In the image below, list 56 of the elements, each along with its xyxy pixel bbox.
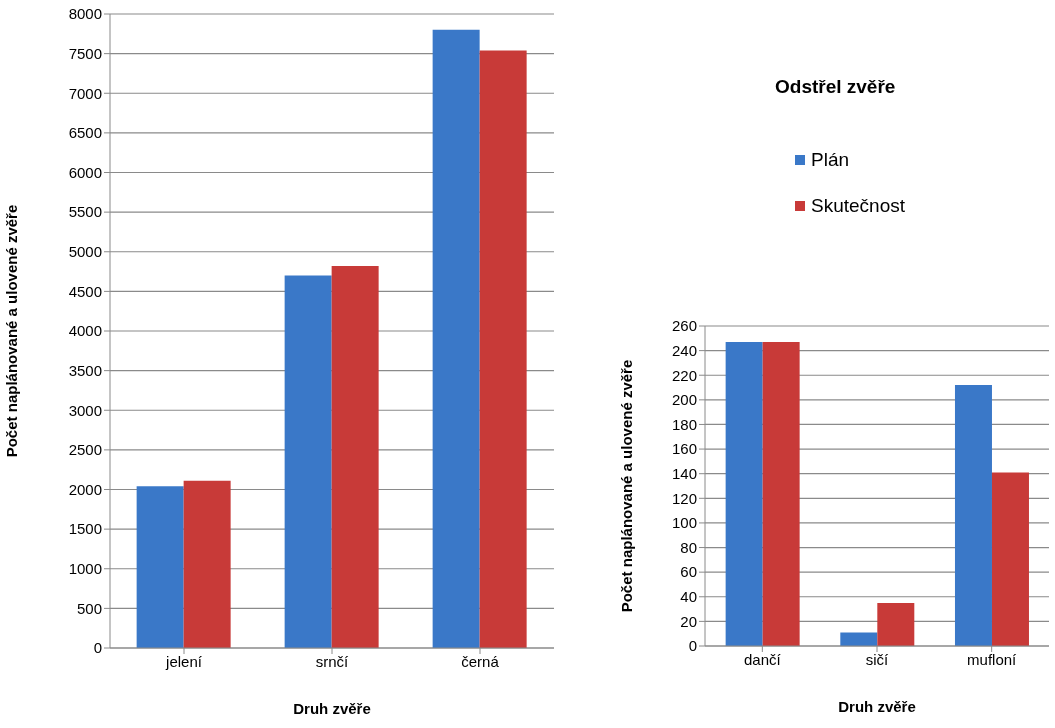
y-tick-label: 7000 (68, 84, 102, 102)
y-tick-label: 0 (688, 637, 697, 655)
y-tick-label: 3000 (68, 401, 102, 419)
y-tick-label: 60 (680, 563, 697, 581)
y-tick-label: 180 (671, 415, 697, 433)
y-tick-label: 80 (680, 538, 697, 556)
legend-label: Plán (811, 149, 850, 171)
bar (432, 29, 480, 648)
bar (284, 275, 332, 648)
x-tick-label: jelení (165, 652, 203, 670)
y-axis-title: Počet naplánované a ulovené zvěře (3, 204, 21, 458)
bar (762, 342, 800, 646)
bar (331, 266, 379, 648)
y-tick-label: 5500 (68, 203, 102, 221)
y-tick-label: 140 (671, 465, 697, 483)
y-tick-label: 20 (680, 612, 697, 630)
bar (725, 342, 763, 646)
y-tick-label: 40 (680, 588, 697, 606)
y-tick-label: 0 (93, 639, 102, 657)
x-tick-label: černá (461, 652, 500, 670)
bar (991, 472, 1029, 646)
x-tick-label: mufloní (967, 650, 1018, 668)
y-tick-label: 260 (671, 317, 697, 335)
chart-title: Odstřel zvěře (775, 76, 897, 98)
bar (136, 486, 184, 648)
y-tick-label: 500 (76, 599, 102, 617)
y-tick-label: 2000 (68, 480, 102, 498)
bar (954, 385, 992, 646)
y-tick-label: 1500 (68, 520, 102, 538)
y-tick-label: 1000 (68, 560, 102, 578)
y-tick-label: 8000 (68, 5, 102, 23)
bar (877, 602, 915, 646)
y-tick-label: 3500 (68, 361, 102, 379)
x-axis-title: Druh zvěře (838, 698, 916, 715)
bar (840, 632, 878, 646)
y-tick-label: 6500 (68, 124, 102, 142)
y-tick-label: 4000 (68, 322, 102, 340)
y-tick-label: 100 (671, 514, 697, 532)
y-tick-label: 4500 (68, 282, 102, 300)
bar (183, 480, 231, 648)
x-tick-label: dančí (743, 650, 782, 668)
y-tick-label: 7500 (68, 44, 102, 62)
y-tick-label: 220 (671, 366, 697, 384)
y-tick-label: 120 (671, 489, 697, 507)
x-axis-title: Druh zvěře (293, 700, 371, 717)
bar (479, 50, 527, 648)
y-tick-label: 5000 (68, 243, 102, 261)
y-tick-label: 6000 (68, 163, 102, 181)
y-tick-label: 2500 (68, 441, 102, 459)
legend-label: Skutečnost (811, 195, 905, 217)
y-tick-label: 200 (671, 391, 697, 409)
y-axis-title: Počet naplánované a ulovené zvěře (618, 359, 636, 613)
y-tick-label: 240 (671, 341, 697, 359)
x-tick-label: srnčí (315, 652, 350, 670)
x-tick-label: sičí (865, 650, 890, 668)
y-tick-label: 160 (671, 440, 697, 458)
